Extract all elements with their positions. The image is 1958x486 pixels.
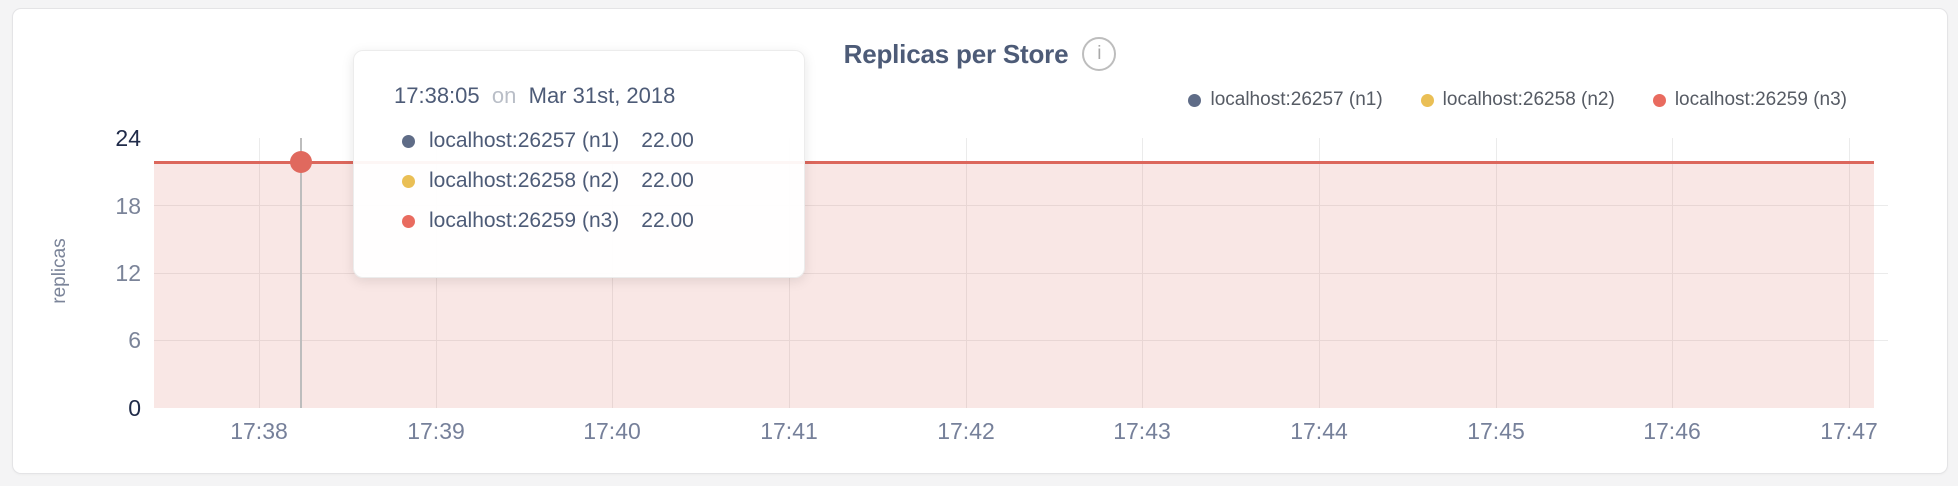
legend-item-label: localhost:26257 (n1) (1210, 89, 1383, 110)
tooltip-rows: localhost:26257 (n1) 22.00 localhost:262… (394, 121, 768, 241)
tooltip-series-label: localhost:26259 (n3) (429, 209, 620, 232)
y-tick-6: 6 (128, 327, 141, 353)
x-tick: 17:40 (583, 418, 641, 444)
y-tick-24: 24 (115, 125, 141, 151)
tooltip-time: 17:38:05 (394, 83, 480, 108)
tooltip-series-label: localhost:26258 (n2) (429, 169, 620, 192)
h-gridline-6 (154, 340, 1888, 341)
series-color-dot-icon (1188, 93, 1202, 107)
y-tick-0: 0 (128, 395, 141, 421)
tooltip-series-value: 22.00 (641, 129, 694, 152)
hover-tooltip: 17:38:05 on Mar 31st, 2018 localhost:262… (353, 50, 805, 278)
y-axis-title: replicas (49, 238, 70, 304)
tooltip-row-n2: localhost:26258 (n2) 22.00 (394, 161, 768, 201)
legend-item-n2[interactable]: localhost:26258 (n2) (1420, 89, 1615, 111)
y-tick-18: 18 (115, 193, 141, 219)
tooltip-row-n3: localhost:26259 (n3) 22.00 (394, 201, 768, 241)
legend-item-n1[interactable]: localhost:26257 (n1) (1188, 89, 1383, 111)
tooltip-series-label: localhost:26257 (n1) (429, 129, 620, 152)
y-tick-12: 12 (115, 260, 141, 286)
chart-header: Replicas per Store i (13, 37, 1947, 71)
hover-data-point (290, 151, 312, 173)
series-color-dot-icon (402, 214, 415, 228)
legend-item-label: localhost:26258 (n2) (1442, 89, 1615, 110)
x-tick: 17:41 (760, 418, 818, 444)
series-color-dot-icon (1652, 93, 1666, 107)
x-tick: 17:46 (1643, 418, 1701, 444)
chart-card: Replicas per Store i localhost:26257 (n1… (12, 8, 1948, 474)
tooltip-timestamp: 17:38:05 on Mar 31st, 2018 (394, 83, 676, 108)
x-tick: 17:44 (1290, 418, 1348, 444)
tooltip-row-n1: localhost:26257 (n1) 22.00 (394, 121, 768, 161)
info-icon[interactable]: i (1082, 37, 1117, 71)
hover-crosshair-line (300, 138, 302, 408)
h-gridline-18 (154, 205, 1888, 206)
x-tick: 17:45 (1467, 418, 1525, 444)
x-tick: 17:39 (407, 418, 465, 444)
tooltip-date: Mar 31st, 2018 (528, 83, 676, 108)
series-color-dot-icon (1420, 93, 1434, 107)
legend-item-n3[interactable]: localhost:26259 (n3) (1652, 89, 1847, 111)
x-tick: 17:42 (937, 418, 995, 444)
page-title: Replicas per Store (843, 38, 1069, 69)
x-tick: 17:47 (1820, 418, 1878, 444)
h-gridline-12 (154, 273, 1888, 274)
tooltip-series-value: 22.00 (641, 169, 694, 192)
chart-legend: localhost:26257 (n1) localhost:26258 (n2… (1188, 89, 1847, 111)
x-tick: 17:38 (230, 418, 288, 444)
series-color-dot-icon (402, 134, 415, 148)
tooltip-series-value: 22.00 (641, 209, 694, 232)
x-tick: 17:43 (1113, 418, 1171, 444)
legend-item-label: localhost:26259 (n3) (1674, 89, 1847, 110)
series-color-dot-icon (402, 174, 415, 188)
